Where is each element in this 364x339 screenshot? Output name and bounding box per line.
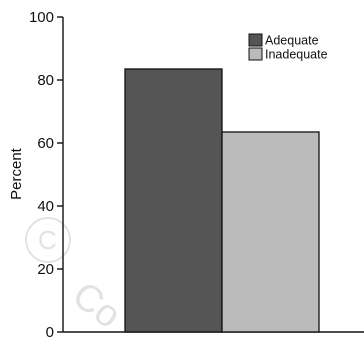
legend: Adequate Inadequate xyxy=(248,33,328,62)
y-tick-label-0: 0 xyxy=(46,324,54,339)
y-tick-label-100: 100 xyxy=(29,9,54,26)
bar-inadequate xyxy=(221,131,320,333)
y-tick-label-40: 40 xyxy=(37,198,54,215)
y-axis-title: Percent xyxy=(8,147,25,200)
legend-swatch-adequate xyxy=(248,33,263,47)
bars xyxy=(124,68,320,333)
legend-label-inadequate: Inadequate xyxy=(265,48,328,62)
legend-label-adequate: Adequate xyxy=(265,34,319,48)
bar-adequate xyxy=(124,68,223,333)
y-tick-label-80: 80 xyxy=(37,72,54,89)
legend-swatch-inadequate xyxy=(248,47,263,61)
watermark-letters: Co xyxy=(64,274,128,337)
y-ticks: 0 20 40 60 80 100 xyxy=(29,9,63,339)
y-tick-label-60: 60 xyxy=(37,135,54,152)
watermark-circle xyxy=(25,217,71,263)
watermark-c: C xyxy=(38,225,57,255)
y-tick-label-20: 20 xyxy=(37,261,54,278)
